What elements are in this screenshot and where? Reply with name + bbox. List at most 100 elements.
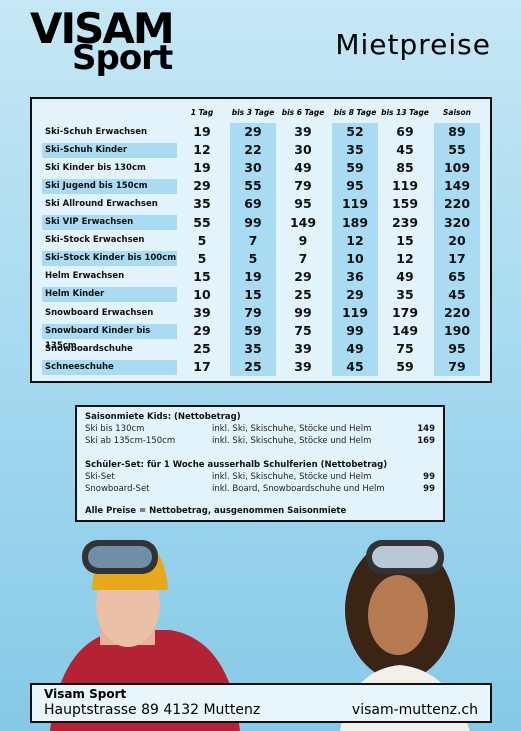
price: 95 — [346, 178, 364, 194]
price: 29 — [294, 268, 312, 284]
price: 55 — [244, 178, 262, 194]
price: 49 — [294, 160, 312, 176]
price: 99 — [346, 323, 364, 339]
price: 12 — [193, 142, 211, 158]
price: 7 — [248, 232, 258, 248]
price: 119 — [341, 305, 369, 320]
price: 109 — [443, 160, 471, 176]
price: 9 — [298, 232, 308, 248]
price: 39 — [193, 305, 211, 320]
item-price: 99 — [423, 472, 435, 482]
price: 12 — [346, 232, 364, 248]
price: 119 — [391, 178, 419, 194]
price: 35 — [396, 286, 414, 302]
logo-bottom: Sport — [72, 38, 173, 78]
row-label: Ski VIP Erwachsen — [42, 215, 177, 230]
price: 19 — [193, 124, 211, 139]
price: 99 — [294, 305, 312, 320]
item-price: 99 — [423, 484, 435, 494]
row-label: Helm Erwachsen — [45, 271, 125, 282]
logo-top: VISAM — [30, 4, 175, 53]
row-label: Snowboardschuhe — [45, 343, 133, 354]
price: 30 — [294, 142, 312, 158]
price: 59 — [396, 359, 414, 375]
row-label: Ski Allround Erwachsen — [45, 198, 158, 209]
item-desc: inkl. Board, Snowboardschuhe und Helm — [212, 484, 385, 494]
row-label: Ski-Stock Erwachsen — [45, 235, 145, 246]
item: Ski ab 135cm-150cm — [85, 436, 176, 446]
footer: Visam Sport Hauptstrasse 89 4132 Muttenz… — [30, 683, 492, 723]
price: 10 — [193, 286, 211, 302]
price: 52 — [346, 124, 364, 139]
price: 149 — [289, 214, 317, 230]
price: 85 — [396, 160, 414, 176]
price: 29 — [346, 286, 364, 302]
price: 75 — [294, 323, 312, 339]
info-box: Saisonmiete Kids: (Nettobetrag) Ski bis 1… — [75, 405, 445, 522]
price: 95 — [294, 196, 312, 212]
price: 65 — [448, 268, 466, 284]
price: 39 — [294, 124, 312, 139]
row-label: Snowboard Kinder bis 135cm — [42, 323, 177, 351]
price: 69 — [244, 196, 262, 212]
price: 45 — [396, 142, 414, 158]
price: 49 — [346, 341, 364, 357]
price: 25 — [244, 359, 262, 375]
price-table: 1 Tag bis 3 Tage bis 6 Tage bis 8 Tage bis 1… — [30, 97, 492, 383]
column-header: 1 Tag — [190, 108, 214, 117]
price: 19 — [244, 268, 262, 284]
price: 239 — [391, 214, 419, 230]
column-header: bis 8 Tage — [333, 108, 377, 117]
footer-web: visam-muttenz.ch — [351, 702, 478, 718]
row-label: Snowboard Erwachsen — [45, 307, 154, 318]
price: 22 — [244, 142, 262, 158]
price: 15 — [193, 268, 211, 284]
price: 36 — [346, 268, 364, 284]
price: 69 — [396, 124, 414, 139]
price: 10 — [346, 250, 364, 266]
price: 15 — [244, 286, 262, 302]
price: 59 — [244, 323, 262, 339]
title: Mietpreise — [335, 28, 491, 61]
price: 119 — [341, 196, 369, 212]
price: 45 — [346, 359, 364, 375]
price: 5 — [248, 250, 258, 266]
price: 95 — [448, 341, 466, 357]
row-label: Ski Kinder bis 130cm — [45, 162, 146, 173]
price: 79 — [244, 305, 262, 320]
price: 189 — [341, 214, 369, 230]
item-desc: inkl. Ski, Skischuhe, Stöcke und Helm — [212, 424, 372, 434]
price: 179 — [391, 305, 419, 320]
price: 35 — [193, 196, 211, 212]
price: 220 — [443, 196, 471, 212]
price: 29 — [193, 323, 211, 339]
column-header: bis 13 Tage — [381, 108, 429, 117]
column-shade — [332, 123, 378, 377]
price: 49 — [396, 268, 414, 284]
price: 25 — [193, 341, 211, 357]
item: Ski bis 130cm — [85, 424, 145, 434]
price: 149 — [443, 178, 471, 194]
item-desc: inkl. Ski, Skischuhe, Stöcke und Helm — [212, 436, 372, 446]
price: 5 — [197, 232, 207, 248]
section-title: Saisonmiete Kids: (Nettobetrag) — [85, 412, 241, 422]
row-label: Schneeschuhe — [42, 359, 177, 375]
price: 79 — [294, 178, 312, 194]
note: Alle Preise = Nettobetrag, ausgenommen S… — [85, 506, 347, 516]
price: 159 — [391, 196, 419, 212]
price: 20 — [448, 232, 466, 248]
item-price: 169 — [417, 436, 435, 446]
price: 25 — [294, 286, 312, 302]
price: 29 — [244, 124, 262, 139]
price: 17 — [448, 250, 466, 266]
row-label: Ski Jugend bis 150cm — [42, 178, 177, 194]
price: 320 — [443, 214, 471, 230]
price: 35 — [346, 142, 364, 158]
price: 55 — [448, 142, 466, 158]
footer-address: Hauptstrasse 89 4132 Muttenz — [44, 702, 261, 718]
price: 29 — [193, 178, 211, 194]
item: Snowboard-Set — [85, 484, 150, 494]
price: 30 — [244, 160, 262, 176]
price: 149 — [391, 323, 419, 339]
